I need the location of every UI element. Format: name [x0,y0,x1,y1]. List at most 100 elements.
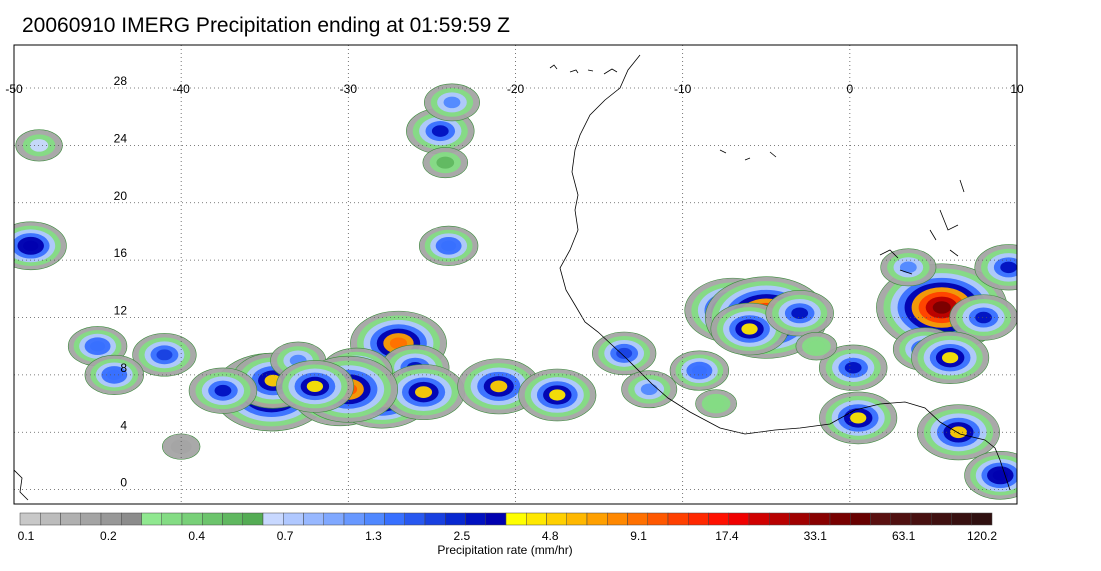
lon-tick-label: 0 [846,82,853,96]
precip-cell [695,389,737,418]
precip-cell [132,333,197,377]
lon-tick-label: -20 [507,82,525,96]
precip-cell [161,433,201,460]
colorbar-swatch [262,512,284,526]
precip-cell [818,344,888,391]
colorbar-tick-label: 63.1 [891,529,916,543]
precip-cell [592,331,657,376]
colorbar-swatch [181,512,203,526]
colorbar-tick-label: 0.4 [188,529,206,543]
inland-lakes [719,149,965,275]
colorbar-swatch [485,512,507,526]
colorbar-swatch [870,512,891,526]
colorbar-swatch [627,512,648,526]
lon-tick-label: -30 [340,82,358,96]
precip-cell [819,391,898,445]
colorbar-swatch [769,512,790,526]
map-title: 20060910 IMERG Precipitation ending at 0… [22,14,510,37]
colorbar-swatch [951,512,972,526]
colorbar-swatch [566,512,588,526]
lat-tick-label: 12 [114,304,128,318]
colorbar-swatch [748,512,770,526]
precip-cell [964,451,1017,500]
colorbar-swatch [161,512,183,526]
colorbar-swatch [445,512,466,526]
colorbar-swatch [890,512,912,526]
colorbar-tick-label: 0.2 [100,529,117,543]
precip-cell [621,370,678,409]
precip-cell [880,248,937,287]
colorbar-tick-label: 33.1 [803,529,827,543]
colorbar-swatch [586,512,608,526]
coastline-layer [14,54,1011,501]
colorbar-swatch [343,512,365,526]
lat-tick-label: 24 [114,131,128,145]
precip-cell [15,129,63,162]
lon-tick-label: 10 [1010,82,1024,96]
lat-tick-label: 28 [114,74,128,88]
colorbar-swatch [141,512,162,526]
colorbar-swatch [202,512,223,526]
colorbar-tick-label: 1.3 [365,529,382,543]
plot-frame [13,44,1018,505]
canary-islands [549,64,618,75]
precip-cell [974,244,1017,291]
colorbar-swatch [526,512,547,526]
lon-tick-label: -10 [674,82,692,96]
precip-cell [14,221,67,271]
colorbar-swatch [789,512,810,526]
precip-cell [710,302,789,356]
colorbar-swatch [809,512,831,526]
grid-layer [14,45,1017,504]
colorbar-swatch [404,512,426,526]
colorbar [19,512,993,526]
precip-cell [422,147,469,179]
precip-cell [669,350,730,391]
colorbar-swatch [647,512,669,526]
precip-cell [765,290,834,337]
precipitation-layer [14,83,1017,500]
lon-tick-label: -50 [5,82,23,96]
colorbar-swatch [546,512,567,526]
colorbar-swatch [121,512,142,526]
colorbar-swatch [931,512,952,526]
colorbar-swatch [303,512,324,526]
colorbar-swatch [80,512,102,526]
lat-tick-label: 8 [120,361,127,375]
west-edge-coast [14,469,29,501]
latitude-labels: 28 24 20 16 12 8 4 0 [114,74,128,490]
colorbar-swatch [829,512,851,526]
colorbar-swatch [424,512,446,526]
colorbar-tick-label: 0.1 [17,529,35,543]
precip-cell [518,368,597,422]
colorbar-swatch [850,512,871,526]
colorbar-swatch [688,512,709,526]
colorbar-swatch [364,512,385,526]
colorbar-tick-label: 4.8 [541,529,559,543]
lat-tick-label: 0 [120,476,127,490]
colorbar-tick-label: 2.5 [453,529,471,543]
colorbar-swatch [242,512,264,526]
precip-cell [795,332,838,361]
colorbar-tick-label: 120.2 [966,529,998,543]
precip-cell [275,360,354,413]
colorbar-swatch [40,512,61,526]
colorbar-swatch [60,512,81,526]
precip-cell [911,331,990,384]
colorbar-swatch [910,512,932,526]
precip-cell [418,225,479,266]
precip-cell [424,83,480,122]
colorbar-swatch [728,512,750,526]
colorbar-tick-label: 17.4 [715,529,739,543]
lat-tick-label: 20 [114,189,128,203]
colorbar-swatch [323,512,345,526]
colorbar-swatch [465,512,486,526]
colorbar-units-label: Precipitation rate (mm/hr) [437,543,573,557]
colorbar-swatch [100,512,122,526]
colorbar-swatch [222,512,243,526]
precip-cell [406,107,475,155]
colorbar-swatch [667,512,689,526]
west-africa-coastline [559,54,986,441]
colorbar-swatch [971,512,993,526]
colorbar-tick-label: 0.7 [276,529,294,543]
